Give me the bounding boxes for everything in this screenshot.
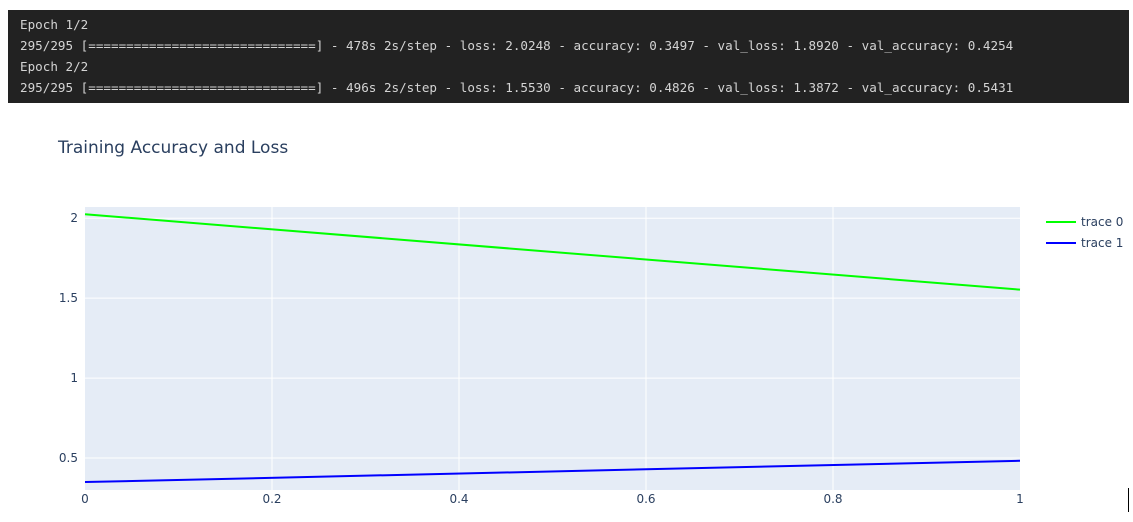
plot-area xyxy=(85,207,1020,490)
legend-label: trace 0 xyxy=(1081,215,1123,229)
console-line: Epoch 2/2 xyxy=(20,59,89,74)
x-tick-label: 0.8 xyxy=(823,492,842,506)
series-line-1 xyxy=(84,459,1021,484)
series-line-0 xyxy=(84,213,1021,291)
x-tick-label: 0.4 xyxy=(449,492,468,506)
x-tick-label: 1 xyxy=(1016,492,1024,506)
text-cursor xyxy=(1128,488,1129,512)
x-tick-label: 0.6 xyxy=(636,492,655,506)
y-tick-label: 1 xyxy=(70,371,78,385)
console-output: Epoch 1/2 295/295 [=====================… xyxy=(8,10,1129,103)
console-line: Epoch 1/2 xyxy=(20,17,89,32)
x-tick-label: 0.2 xyxy=(262,492,281,506)
y-tick-label: 2 xyxy=(70,211,78,225)
x-tick-label: 0 xyxy=(81,492,89,506)
y-tick-label: 1.5 xyxy=(59,291,78,305)
console-line: 295/295 [==============================]… xyxy=(20,80,1014,95)
legend-label: trace 1 xyxy=(1081,236,1123,250)
chart-title: Training Accuracy and Loss xyxy=(58,138,289,158)
y-tick-label: 0.5 xyxy=(59,451,78,465)
console-line: 295/295 [==============================]… xyxy=(20,38,1014,53)
